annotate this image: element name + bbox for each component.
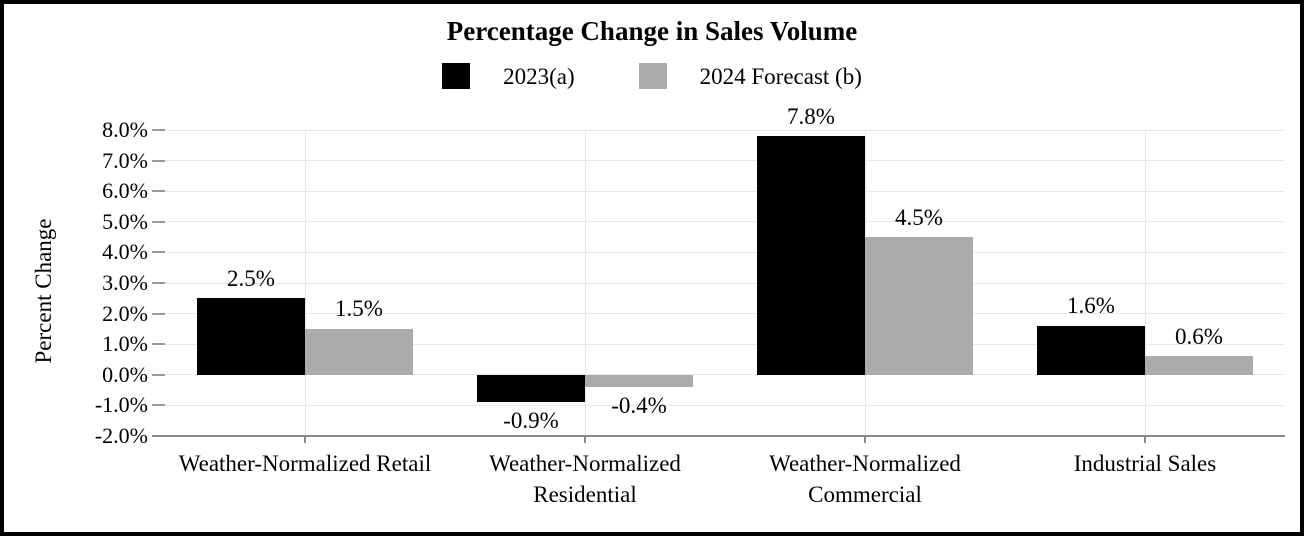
v-gridline [584,130,586,436]
h-gridline [165,343,1285,345]
v-gridline [1144,130,1146,436]
h-gridline [165,160,1285,162]
legend-swatch-icon [442,63,471,89]
x-axis-tick [584,436,586,443]
y-axis-tick [152,220,165,223]
y-axis-tick [152,373,165,376]
category-label: Weather-Normalized Residential [489,451,681,507]
h-gridline [165,129,1285,131]
category-label: Industrial Sales [1073,451,1217,476]
h-gridline [165,282,1285,284]
bar-value-label: 7.8% [787,103,835,129]
x-axis-tick [1144,436,1146,443]
bar-value-label: 1.6% [1067,293,1115,319]
x-axis-tick [304,436,306,443]
bar-value-label: -0.9% [503,408,559,434]
bar [1145,356,1253,375]
y-axis-title: Percent Change [31,218,56,364]
h-gridline [165,374,1285,376]
y-tick-label: 2.0% [102,300,148,326]
category-label: Weather-Normalized Retail [178,451,432,476]
bar [757,136,865,375]
y-tick-label: 1.0% [102,331,148,357]
h-gridline [165,251,1285,253]
x-axis-tick [864,436,866,443]
y-tick-label: 3.0% [102,270,148,295]
y-axis-tick [152,312,165,315]
y-axis-tick [152,190,165,193]
legend: 2023(a) 2024 Forecast (b) [4,63,1300,89]
legend-swatch-icon [638,63,667,89]
h-gridline [165,190,1285,192]
legend-item: 2023(a) [442,63,575,89]
bar [865,237,973,375]
bar-value-label: 1.5% [335,296,383,322]
category-label: Weather-Normalized Commercial [769,451,961,507]
y-tick-label: 8.0% [102,117,148,142]
h-gridline [165,221,1285,223]
y-tick-label: -1.0% [94,392,148,418]
y-axis-tick [152,129,165,131]
legend-item: 2024 Forecast (b) [638,63,862,89]
bar [477,374,585,403]
bar-value-label: 0.6% [1175,324,1223,350]
y-tick-label: 7.0% [102,147,148,173]
bar [1037,325,1145,375]
v-gridline [304,130,306,436]
y-axis-tick [152,282,165,284]
bar-value-label: 2.5% [227,265,275,291]
plot-area: 8.0% 7.0% 6.0% 5.0% 4.0% 3.0% 2.0% 1.0% 0.0% -1.0… [95,104,1285,507]
y-tick-label: 4.0% [102,239,148,265]
y-tick-label: 6.0% [102,178,148,204]
chart-title: Percentage Change in Sales Volume [446,16,858,46]
legend-label: 2023(a) [503,63,575,89]
y-axis-tick [152,404,165,407]
y-tick-label: -2.0% [94,423,148,448]
bar-value-label: -0.4% [611,393,667,419]
h-gridline [165,313,1285,315]
y-axis-tick [152,343,165,346]
y-tick-label: 0.0% [102,361,148,387]
y-axis-tick [152,159,165,162]
bar [197,298,305,375]
bar [305,328,413,375]
h-gridline [165,404,1285,406]
x-axis-line [152,435,1285,437]
legend-label: 2024 Forecast (b) [699,63,862,89]
bar-value-label: 4.5% [895,204,943,230]
y-tick-label: 5.0% [102,208,148,234]
y-axis-tick [152,251,165,254]
bar [585,374,693,388]
